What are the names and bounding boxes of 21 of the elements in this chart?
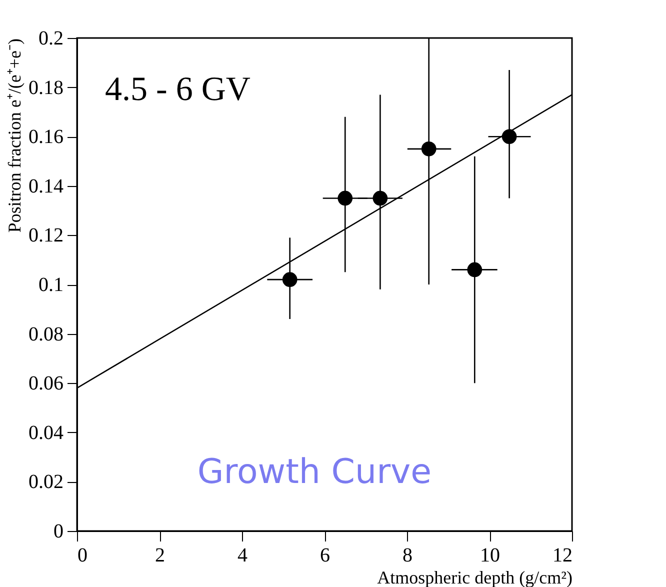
x-tick-label: 6	[320, 544, 330, 566]
y-tick-label: 0.06	[28, 372, 64, 395]
y-axis-title: Positron fraction e⁺/(e⁺+e⁻)	[4, 38, 24, 233]
y-tick-label: 0	[54, 520, 64, 542]
x-tick-label: 10	[480, 544, 500, 566]
x-tick-label: 0	[78, 544, 88, 566]
y-tick-label: 0.16	[28, 126, 64, 148]
y-tick-label: 0.04	[28, 422, 64, 444]
annotation: Growth Curve	[197, 452, 432, 492]
y-tick-label: 0.2	[38, 28, 64, 50]
y-tick-label: 0.08	[28, 323, 64, 346]
x-tick-label: 8	[402, 544, 412, 566]
y-tick-label: 0.14	[28, 175, 64, 198]
y-tick-label: 0.1	[38, 274, 64, 296]
x-tick-label: 2	[155, 544, 165, 566]
y-tick-label: 0.18	[28, 76, 64, 99]
y-tick-label: 0.12	[28, 224, 64, 247]
x-tick-label: 12	[552, 544, 572, 566]
x-tick-label: 4	[238, 544, 248, 566]
annotation: 4.5 - 6 GV	[105, 71, 251, 108]
y-tick-label: 0.02	[28, 471, 64, 494]
